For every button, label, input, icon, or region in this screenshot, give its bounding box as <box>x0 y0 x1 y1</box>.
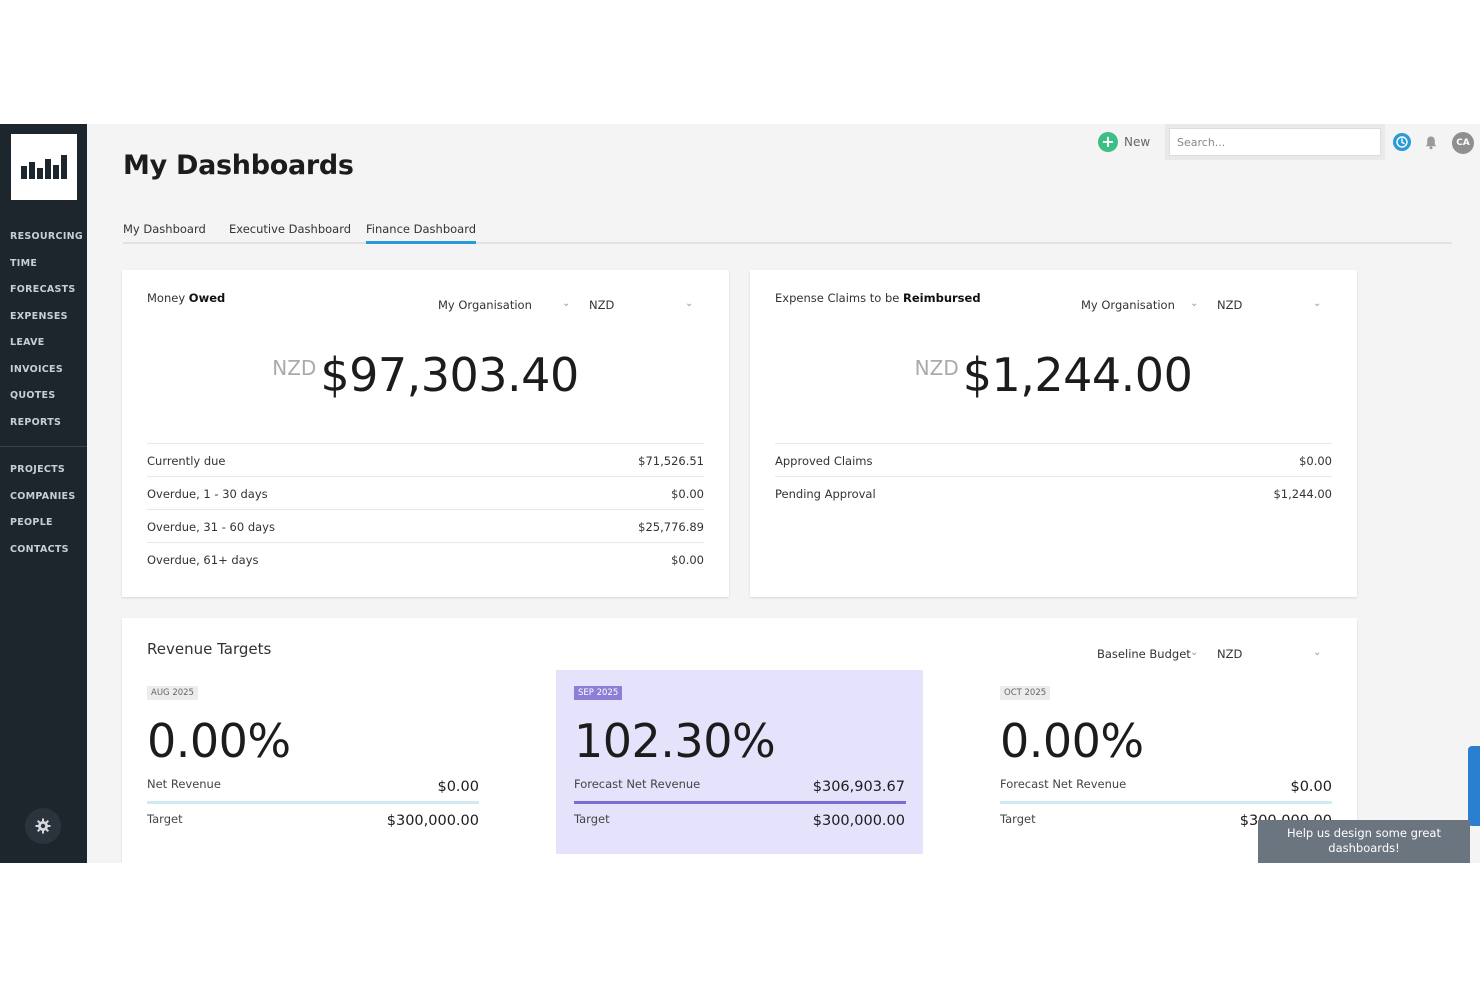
period-metric-value: $0.00 <box>1290 779 1332 795</box>
chevron-down-icon[interactable]: ⌄ <box>1313 298 1322 309</box>
table-row: Overdue, 1 - 30 days $0.00 <box>147 476 704 509</box>
money-owed-amount: $97,303.40 <box>320 348 579 402</box>
logo[interactable] <box>11 134 77 200</box>
budget-select[interactable]: Baseline Budget <box>1097 647 1191 661</box>
app-window: RESOURCING TIME FORECASTS EXPENSES LEAVE… <box>0 124 1480 863</box>
expense-claims-total: NZD$1,244.00 <box>750 348 1357 402</box>
dashboard-tabs: My Dashboard Executive Dashboard Finance… <box>123 222 1452 244</box>
expense-claims-currency-select[interactable]: NZD <box>1217 298 1243 312</box>
period-target-label: Target <box>147 812 183 826</box>
period-percent: 0.00% <box>147 714 291 768</box>
period-metric-label: Forecast Net Revenue <box>1000 777 1127 791</box>
period-badge: SEP 2025 <box>574 686 623 700</box>
period-metric-label: Net Revenue <box>147 777 221 791</box>
expense-claims-title: Expense Claims to be Reimbursed <box>775 291 981 305</box>
revenue-targets-card: Revenue Targets Baseline Budget ⌄ NZD ⌄ … <box>122 618 1357 863</box>
expense-claims-card: Expense Claims to be Reimbursed My Organ… <box>750 270 1357 597</box>
sidebar-item-invoices[interactable]: INVOICES <box>10 363 63 375</box>
feedback-line-2: dashboards! <box>1328 841 1400 855</box>
chevron-down-icon[interactable]: ⌄ <box>562 298 571 309</box>
period-metric-value: $0.00 <box>437 779 479 795</box>
logo-icon <box>21 155 67 179</box>
search-input[interactable] <box>1169 128 1381 156</box>
period-metric-label: Forecast Net Revenue <box>574 777 701 791</box>
revenue-currency-select[interactable]: NZD <box>1217 647 1243 661</box>
tab-my-dashboard[interactable]: My Dashboard <box>123 222 206 236</box>
plus-icon: + <box>1098 132 1118 152</box>
timer-button[interactable] <box>1393 133 1411 151</box>
money-owed-total: NZD$97,303.40 <box>122 348 729 402</box>
period-badge: OCT 2025 <box>1000 686 1051 700</box>
tab-executive-dashboard[interactable]: Executive Dashboard <box>229 222 352 236</box>
sidebar: RESOURCING TIME FORECASTS EXPENSES LEAVE… <box>0 124 87 863</box>
sidebar-secondary-nav: PROJECTS COMPANIES PEOPLE CONTACTS <box>0 457 87 563</box>
notifications-button[interactable] <box>1422 133 1440 151</box>
new-button[interactable]: + New <box>1098 132 1150 152</box>
sidebar-item-expenses[interactable]: EXPENSES <box>10 310 68 322</box>
sidebar-item-time[interactable]: TIME <box>10 257 38 269</box>
period-sep-2025: SEP 2025 102.30% Forecast Net Revenue $3… <box>556 670 923 854</box>
table-row: Overdue, 61+ days $0.00 <box>147 542 704 575</box>
money-owed-org-select[interactable]: My Organisation <box>438 298 532 312</box>
money-owed-title: Money Owed <box>147 291 226 305</box>
feedback-banner[interactable]: Help us design some great dashboards! <box>1258 820 1470 863</box>
money-owed-card: Money Owed My Organisation ⌄ NZD ⌄ NZD$9… <box>122 270 729 597</box>
period-target-value: $300,000.00 <box>386 813 479 829</box>
table-row: Overdue, 31 - 60 days $25,776.89 <box>147 509 704 542</box>
feedback-line-1: Help us design some great <box>1287 826 1441 840</box>
table-row: Currently due $71,526.51 <box>147 443 704 476</box>
search-container <box>1165 124 1385 160</box>
tab-finance-dashboard[interactable]: Finance Dashboard <box>366 222 477 244</box>
money-owed-currency-select[interactable]: NZD <box>589 298 615 312</box>
chevron-down-icon[interactable]: ⌄ <box>1190 647 1199 658</box>
table-row: Approved Claims $0.00 <box>775 443 1332 476</box>
period-percent: 0.00% <box>1000 714 1144 768</box>
clock-icon <box>1396 136 1408 148</box>
period-target-label: Target <box>1000 812 1036 826</box>
expense-claims-rows: Approved Claims $0.00 Pending Approval $… <box>775 443 1332 509</box>
chevron-down-icon[interactable]: ⌄ <box>1313 647 1322 658</box>
period-percent: 102.30% <box>574 714 776 768</box>
chevron-down-icon[interactable]: ⌄ <box>685 298 694 309</box>
sidebar-item-reports[interactable]: REPORTS <box>10 416 62 428</box>
period-progress-bar <box>147 801 479 804</box>
sidebar-divider <box>0 446 87 447</box>
sidebar-item-companies[interactable]: COMPANIES <box>10 490 76 502</box>
table-row: Pending Approval $1,244.00 <box>775 476 1332 509</box>
period-metric-value: $306,903.67 <box>812 779 905 795</box>
period-target-label: Target <box>574 812 610 826</box>
gear-icon <box>35 818 51 834</box>
user-avatar[interactable]: CA <box>1452 132 1474 154</box>
sidebar-item-leave[interactable]: LEAVE <box>10 337 45 348</box>
settings-button[interactable] <box>25 808 61 844</box>
sidebar-primary-nav: RESOURCING TIME FORECASTS EXPENSES LEAVE… <box>0 224 87 436</box>
period-progress-bar <box>1000 801 1332 804</box>
sidebar-item-people[interactable]: PEOPLE <box>10 517 53 528</box>
sidebar-item-resourcing[interactable]: RESOURCING <box>10 231 84 242</box>
period-target-value: $300,000.00 <box>812 813 905 829</box>
revenue-targets-title: Revenue Targets <box>147 640 272 658</box>
chevron-down-icon[interactable]: ⌄ <box>1190 298 1199 309</box>
expense-claims-org-select[interactable]: My Organisation <box>1081 298 1175 312</box>
money-owed-rows: Currently due $71,526.51 Overdue, 1 - 30… <box>147 443 704 575</box>
sidebar-item-projects[interactable]: PROJECTS <box>10 464 66 475</box>
sidebar-item-contacts[interactable]: CONTACTS <box>10 543 69 555</box>
period-aug-2025: AUG 2025 0.00% Net Revenue $0.00 Target … <box>122 670 492 854</box>
bell-icon <box>1425 136 1437 149</box>
period-badge: AUG 2025 <box>147 686 198 700</box>
side-panel-tab[interactable] <box>1468 746 1480 826</box>
money-owed-currency: NZD <box>272 356 317 380</box>
expense-claims-currency: NZD <box>914 356 959 380</box>
period-progress-bar <box>574 801 906 804</box>
new-button-label: New <box>1124 135 1151 149</box>
page-title: My Dashboards <box>123 150 354 181</box>
expense-claims-amount: $1,244.00 <box>962 348 1193 402</box>
sidebar-item-quotes[interactable]: QUOTES <box>10 390 56 401</box>
sidebar-item-forecasts[interactable]: FORECASTS <box>10 284 76 295</box>
